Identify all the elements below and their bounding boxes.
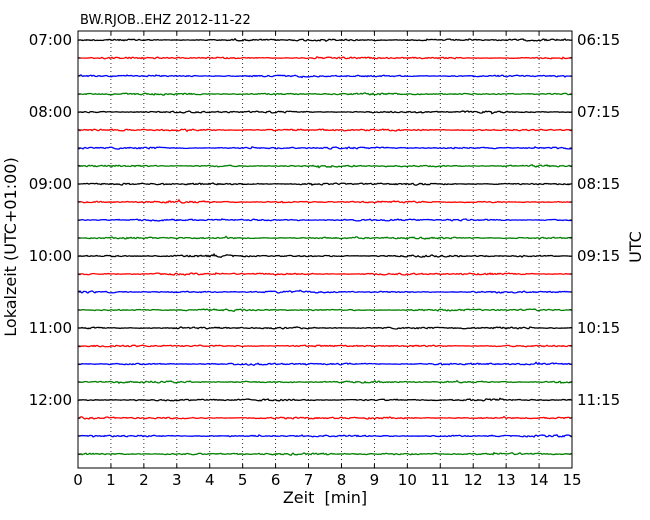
- trace-row-19: [78, 361, 573, 366]
- trace-row-24: [77, 451, 573, 456]
- x-axis-label: Zeit [min]: [283, 488, 367, 507]
- trace-row-1: [77, 37, 573, 43]
- plot-border: [77, 30, 573, 469]
- right-tick-labels: 06:15 07:15 08:15 09:15 10:15 11:15: [577, 31, 620, 409]
- trace-row-7: [77, 146, 573, 150]
- x-tick-labels: 0 1 2 3 4 5 6 7 8 9 10 11 12 13 14 15: [73, 471, 581, 489]
- x-tick-label: 1: [106, 471, 116, 489]
- left-tick-label: 12:00: [29, 391, 72, 409]
- right-tick-label: 08:15: [577, 175, 620, 193]
- x-tick-label: 15: [562, 471, 581, 489]
- right-axis-label: UTC: [626, 231, 645, 263]
- trace-row-3: [77, 74, 573, 79]
- x-tick-label: 6: [271, 471, 281, 489]
- trace-row-21: [77, 397, 573, 402]
- x-tick-label: 7: [304, 471, 314, 489]
- left-tick-labels: 07:00 08:00 09:00 10:00 11:00 12:00: [29, 31, 72, 409]
- left-tick-label: 08:00: [29, 103, 72, 121]
- x-tick-label: 11: [431, 471, 450, 489]
- seismogram-traces: [77, 37, 573, 456]
- left-axis-label: Lokalzeit (UTC+01:00): [1, 157, 20, 336]
- x-tick-label: 8: [337, 471, 347, 489]
- plot-area: [78, 31, 572, 468]
- left-tick-label: 10:00: [29, 247, 72, 265]
- trace-row-12: [77, 235, 573, 240]
- x-tick-label: 13: [497, 471, 516, 489]
- trace-row-22: [77, 415, 573, 420]
- x-tick-label: 3: [172, 471, 182, 489]
- right-tick-label: 06:15: [577, 31, 620, 49]
- trace-row-18: [77, 344, 573, 348]
- trace-row-11: [77, 218, 573, 222]
- left-tick-label: 09:00: [29, 175, 72, 193]
- x-tick-label: 10: [398, 471, 417, 489]
- trace-row-20: [77, 379, 573, 385]
- x-tick-label: 0: [73, 471, 83, 489]
- right-tick-label: 10:15: [577, 319, 620, 337]
- right-tick-label: 11:15: [577, 391, 620, 409]
- trace-row-5: [78, 110, 573, 115]
- x-tick-label: 14: [530, 471, 549, 489]
- trace-row-13: [77, 252, 573, 258]
- left-tick-label: 07:00: [29, 31, 72, 49]
- x-tick-label: 5: [238, 471, 248, 489]
- x-tick-label: 9: [370, 471, 380, 489]
- trace-row-4: [77, 92, 573, 96]
- x-grid-lines: [110, 31, 540, 468]
- chart-title: BW.RJOB..EHZ 2012-11-22: [80, 13, 251, 28]
- trace-row-10: [77, 198, 573, 204]
- right-tick-label: 09:15: [577, 247, 620, 265]
- right-tick-label: 07:15: [577, 103, 620, 121]
- trace-row-16: [77, 308, 573, 313]
- x-tick-label: 4: [205, 471, 215, 489]
- trace-row-14: [77, 272, 573, 276]
- trace-row-6: [77, 128, 573, 133]
- trace-row-17: [77, 326, 573, 330]
- trace-row-2: [77, 55, 573, 60]
- x-tick-label: 12: [464, 471, 483, 489]
- trace-row-9: [77, 182, 573, 186]
- trace-row-23: [77, 434, 573, 438]
- trace-row-15: [77, 289, 573, 294]
- trace-row-8: [77, 164, 573, 169]
- left-tick-label: 11:00: [29, 319, 72, 337]
- x-tick-label: 2: [139, 471, 149, 489]
